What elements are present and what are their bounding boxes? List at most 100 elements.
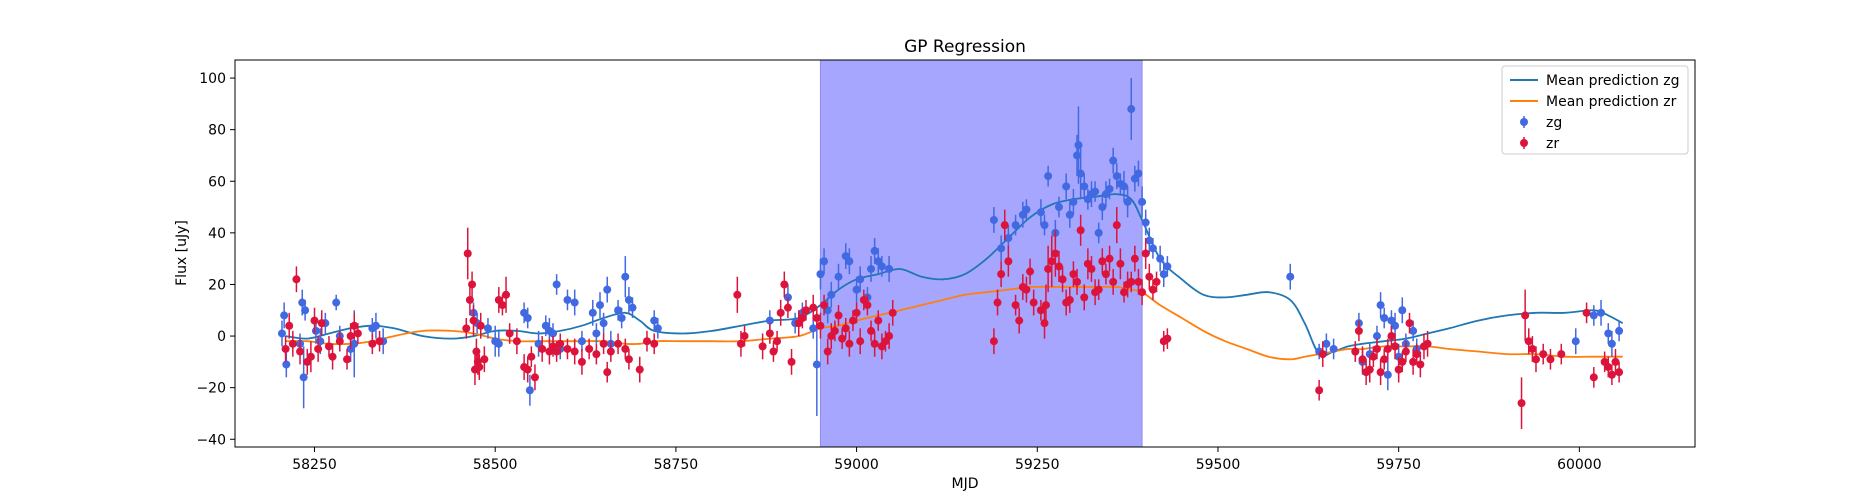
y-tick-label: 80 [208,123,226,139]
data-point-zr [1524,337,1533,346]
data-point-zg [1127,105,1136,114]
data-point-zg [1080,182,1089,191]
data-point-zr [285,321,294,330]
data-point-zr [848,316,857,325]
data-point-zr [1354,326,1363,335]
data-point-zr [577,357,586,366]
x-tick-label: 59500 [1196,457,1241,473]
data-point-zr [523,365,532,374]
data-point-zg [1040,221,1049,230]
data-point-zr [838,334,847,343]
data-point-zr [1528,344,1537,353]
data-point-zr [556,339,565,348]
data-point-zg [588,308,597,317]
data-point-zg [371,321,380,330]
legend-label-zg_mean: Mean prediction zg [1546,73,1680,89]
legend-label-zr_mean: Mean prediction zr [1546,94,1677,110]
data-point-zr [1372,344,1381,353]
data-point-zr [787,357,796,366]
data-point-zr [350,321,359,330]
data-point-zr [1531,355,1540,364]
data-point-zg [1011,221,1020,230]
data-point-zr [346,332,355,341]
data-point-zr [324,342,333,351]
data-point-zg [1105,185,1114,193]
data-point-zg [277,329,286,338]
data-point-zr [1127,277,1136,286]
data-point-zg [596,301,604,310]
data-point-zr [306,352,315,361]
data-point-zg [494,339,503,348]
data-point-zr [1054,262,1063,271]
shaded-region-layer [819,59,1143,448]
data-point-zg [1156,254,1165,263]
data-point-zg [1069,197,1078,206]
data-point-zg [624,295,633,304]
data-point-zg [867,264,876,273]
data-point-zg [765,316,774,325]
data-point-zr [1011,301,1020,310]
data-point-zg [1615,326,1624,335]
data-point-zg [549,329,558,338]
legend-label-zg: zg [1546,115,1562,131]
x-tick-label: 59000 [834,457,879,473]
data-point-zg [552,280,561,289]
x-tick-label: 58250 [292,457,337,473]
data-point-zr [1409,357,1418,366]
data-point-zg [653,324,662,333]
data-point-zg [1112,172,1121,181]
data-point-zr [1380,355,1389,364]
data-point-zg [570,298,579,307]
data-point-zg [614,306,623,315]
data-point-zg [1163,262,1172,271]
data-point-zr [780,280,789,289]
data-point-zr [888,308,897,317]
y-tick-label: 60 [208,174,226,190]
data-point-zr [1138,288,1147,297]
data-point-zr [1365,365,1374,374]
data-point-zg [311,326,320,335]
data-point-zg [577,337,586,346]
data-point-zr [314,344,323,353]
shaded-region [819,59,1143,448]
data-point-zr [476,321,485,330]
data-point-zg [1044,172,1053,181]
data-point-zr [1423,339,1432,348]
data-point-zr [1036,306,1045,315]
data-point-zr [1521,311,1530,320]
y-tick-label: 40 [208,226,226,242]
data-point-zr [885,332,894,341]
data-point-zg [1091,187,1100,196]
data-point-zr [310,316,319,325]
data-point-zr [292,275,301,284]
data-point-zg [834,272,843,281]
data-point-zg [816,270,825,279]
y-axis-label: Flux [uJy] [174,220,190,286]
data-point-zg [1398,306,1407,315]
data-point-zr [1076,226,1085,235]
data-point-zg [820,257,829,266]
x-axis-label: MJD [952,476,979,492]
data-point-zg [1607,339,1616,348]
data-point-zg [1062,182,1071,191]
data-point-zr [606,347,615,356]
data-point-zr [538,344,547,353]
data-point-zg [1409,326,1418,335]
data-point-zr [1022,285,1031,294]
data-point-zg [1120,182,1129,191]
data-point-zg [1094,228,1103,237]
chart-title: GP Regression [904,37,1026,57]
data-point-zr [1401,347,1410,356]
data-point-zr [353,329,362,338]
data-point-zr [1000,221,1009,230]
data-point-zr [1604,363,1613,372]
data-point-zr [820,301,829,310]
data-point-zr [809,303,818,312]
data-point-zg [280,311,289,320]
data-point-zr [870,339,879,348]
data-point-zr [1589,373,1598,382]
data-point-zr [1412,350,1421,359]
data-point-zr [1116,259,1125,268]
x-tick-label: 59750 [1376,457,1421,473]
data-point-zg [525,386,534,395]
